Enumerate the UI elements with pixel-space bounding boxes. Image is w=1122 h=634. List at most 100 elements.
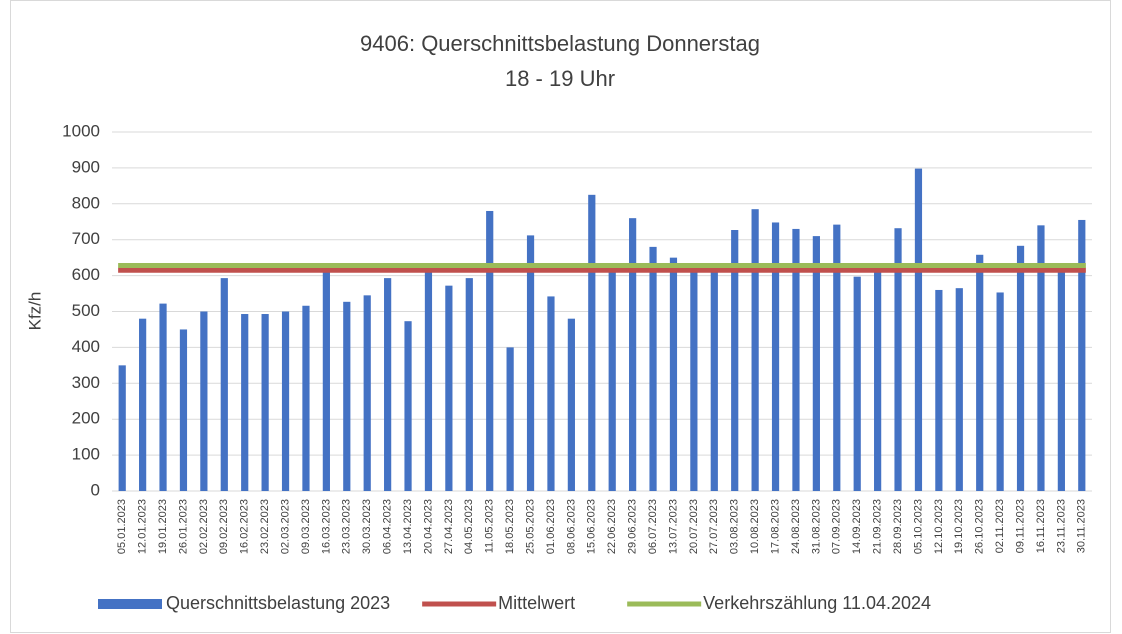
bar	[526, 235, 535, 491]
chart-title: 9406: Querschnittsbelastung Donnerstag	[360, 31, 760, 56]
bar	[833, 224, 841, 491]
x-tick-label: 26.01.2023	[177, 499, 189, 554]
x-tick-label: 02.03.2023	[279, 499, 291, 554]
x-tick-label: 26.10.2023	[974, 499, 986, 554]
x-tick-label: 16.03.2023	[320, 499, 332, 554]
x-tick-label: 14.09.2023	[851, 499, 863, 554]
bar	[200, 311, 208, 491]
bar	[404, 321, 412, 491]
y-tick-label: 600	[72, 265, 100, 284]
bar	[445, 285, 453, 491]
bar	[996, 292, 1004, 491]
x-tick-label: 19.01.2023	[157, 499, 169, 554]
bar	[159, 303, 167, 491]
x-tick-label: 24.08.2023	[790, 499, 802, 554]
bar	[547, 296, 555, 491]
x-tick-label: 19.10.2023	[953, 499, 965, 554]
bar	[649, 246, 657, 491]
y-tick-label: 900	[72, 157, 100, 176]
bar	[955, 288, 963, 491]
x-tick-label: 09.02.2023	[218, 499, 230, 554]
x-tick-label: 01.06.2023	[545, 499, 557, 554]
y-tick-label: 500	[72, 301, 100, 320]
bar	[710, 268, 718, 491]
y-tick-label: 300	[72, 373, 100, 392]
x-tick-label: 18.05.2023	[504, 499, 516, 554]
bar	[424, 268, 433, 491]
x-tick-label: 30.11.2023	[1076, 499, 1088, 553]
x-tick-label: 06.07.2023	[647, 499, 659, 554]
bar	[588, 194, 596, 491]
x-tick-label: 09.11.2023	[1014, 499, 1026, 553]
x-tick-label: 17.08.2023	[769, 499, 781, 554]
bar	[384, 278, 392, 491]
x-tick-label: 22.06.2023	[606, 499, 618, 554]
bar	[894, 228, 902, 491]
x-tick-label: 29.06.2023	[627, 499, 639, 554]
bar	[608, 268, 616, 491]
y-axis-label: Kfz/h	[25, 292, 44, 331]
x-tick-label: 20.04.2023	[422, 499, 434, 554]
x-tick-label: 02.02.2023	[198, 499, 210, 554]
x-tick-label: 21.09.2023	[872, 499, 884, 554]
bar	[241, 314, 249, 491]
bar	[771, 222, 780, 491]
y-tick-label: 200	[72, 409, 100, 428]
x-tick-label: 15.06.2023	[586, 499, 598, 554]
x-tick-label: 30.03.2023	[361, 499, 373, 554]
x-tick-label: 23.02.2023	[259, 499, 271, 554]
x-tick-label: 11.05.2023	[484, 499, 496, 553]
bar	[179, 329, 188, 491]
bar	[506, 347, 514, 491]
x-tick-label: 27.04.2023	[443, 499, 455, 554]
bar	[465, 278, 473, 491]
y-tick-label: 700	[72, 229, 100, 248]
x-tick-label: 31.08.2023	[810, 499, 822, 554]
x-tick-label: 08.06.2023	[565, 499, 577, 554]
y-tick-label: 800	[72, 193, 100, 212]
x-tick-label: 13.04.2023	[402, 499, 414, 554]
bar	[792, 228, 800, 491]
x-tick-label: 10.08.2023	[749, 499, 761, 554]
x-tick-label: 27.07.2023	[708, 499, 720, 554]
bar	[220, 278, 228, 491]
bar	[914, 168, 923, 492]
bar	[731, 230, 739, 491]
bar	[302, 305, 310, 491]
x-tick-label: 23.03.2023	[341, 499, 353, 554]
y-tick-label: 0	[91, 480, 100, 499]
x-tick-label: 25.05.2023	[524, 499, 536, 554]
legend-swatch	[98, 599, 162, 609]
bar	[853, 276, 861, 491]
x-tick-label: 03.08.2023	[729, 499, 741, 554]
bar	[281, 311, 290, 491]
bar	[261, 314, 269, 491]
x-tick-label: 05.10.2023	[912, 499, 924, 554]
bar	[690, 268, 698, 491]
bar	[629, 218, 637, 491]
legend-label: Querschnittsbelastung 2023	[166, 593, 390, 613]
y-tick-label: 400	[72, 337, 100, 356]
x-tick-label: 05.01.2023	[116, 499, 128, 554]
x-tick-label: 16.02.2023	[239, 499, 251, 554]
bar	[1037, 225, 1045, 491]
bar	[874, 268, 882, 491]
x-tick-label: 09.03.2023	[300, 499, 312, 554]
bar	[751, 209, 759, 491]
x-tick-label: 13.07.2023	[667, 499, 679, 554]
x-tick-label: 07.09.2023	[831, 499, 843, 554]
bar	[1078, 219, 1086, 491]
y-tick-label: 100	[72, 445, 100, 464]
bar	[486, 210, 494, 492]
bar	[139, 318, 147, 491]
legend-label: Verkehrszählung 11.04.2024	[703, 593, 931, 613]
x-tick-label: 23.11.2023	[1055, 499, 1067, 553]
bar	[935, 289, 943, 491]
bar	[1057, 268, 1065, 491]
bar	[118, 365, 126, 491]
bar	[812, 236, 820, 491]
bar	[1016, 245, 1025, 491]
bar	[976, 254, 984, 491]
legend-label: Mittelwert	[498, 593, 575, 613]
bar	[669, 257, 678, 491]
